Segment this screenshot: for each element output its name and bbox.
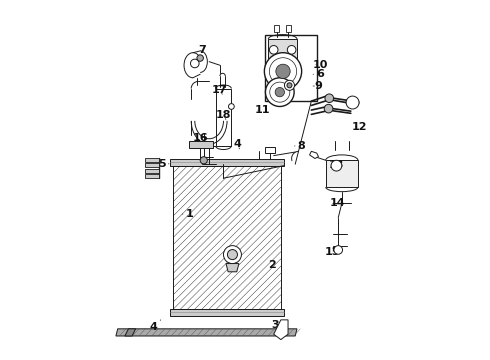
Text: 10: 10 bbox=[313, 59, 328, 69]
Bar bbox=[145, 168, 159, 173]
Circle shape bbox=[331, 160, 342, 171]
Text: 13: 13 bbox=[329, 160, 344, 170]
Circle shape bbox=[275, 87, 285, 97]
Bar bbox=[145, 163, 159, 167]
Polygon shape bbox=[310, 151, 318, 158]
Bar bbox=[171, 159, 284, 166]
Circle shape bbox=[223, 246, 242, 264]
Text: 17: 17 bbox=[212, 85, 228, 95]
Circle shape bbox=[334, 246, 343, 254]
Text: 6: 6 bbox=[313, 69, 324, 79]
Text: 15: 15 bbox=[325, 247, 341, 257]
Text: 2: 2 bbox=[268, 260, 276, 270]
Text: 14: 14 bbox=[329, 198, 345, 208]
Circle shape bbox=[227, 249, 238, 260]
Text: 12: 12 bbox=[352, 122, 368, 132]
Text: 4: 4 bbox=[233, 139, 241, 149]
Bar bbox=[265, 147, 275, 153]
Text: 7: 7 bbox=[198, 45, 206, 58]
Circle shape bbox=[270, 58, 296, 85]
Circle shape bbox=[346, 96, 359, 109]
Circle shape bbox=[270, 45, 278, 54]
Text: 1: 1 bbox=[182, 209, 193, 219]
Bar bbox=[286, 25, 291, 32]
Text: 3: 3 bbox=[271, 320, 279, 330]
Circle shape bbox=[287, 45, 296, 54]
Text: 9: 9 bbox=[313, 81, 322, 91]
Bar bbox=[173, 166, 281, 309]
Bar bbox=[326, 160, 358, 187]
Bar bbox=[269, 39, 297, 60]
Circle shape bbox=[265, 53, 302, 90]
Bar bbox=[274, 25, 279, 32]
Circle shape bbox=[276, 64, 290, 78]
Text: 8: 8 bbox=[294, 141, 306, 151]
Polygon shape bbox=[226, 264, 239, 272]
Bar bbox=[190, 140, 213, 148]
Text: 5: 5 bbox=[158, 159, 169, 169]
Circle shape bbox=[287, 83, 292, 88]
Polygon shape bbox=[125, 329, 136, 336]
Polygon shape bbox=[116, 329, 297, 336]
Polygon shape bbox=[274, 320, 288, 339]
Bar bbox=[216, 89, 231, 146]
Bar bbox=[265, 35, 317, 101]
Circle shape bbox=[200, 157, 207, 164]
Bar bbox=[171, 309, 284, 316]
Circle shape bbox=[266, 78, 294, 107]
Circle shape bbox=[197, 55, 203, 61]
Circle shape bbox=[191, 59, 199, 68]
Text: 4: 4 bbox=[149, 320, 161, 332]
Circle shape bbox=[324, 104, 333, 113]
Circle shape bbox=[228, 104, 234, 109]
Bar bbox=[145, 174, 159, 178]
Text: 18: 18 bbox=[216, 110, 231, 120]
Bar bbox=[145, 158, 159, 162]
Circle shape bbox=[270, 82, 290, 102]
Circle shape bbox=[285, 80, 294, 90]
Text: 16: 16 bbox=[193, 133, 208, 143]
Text: 11: 11 bbox=[254, 105, 270, 115]
Circle shape bbox=[325, 94, 334, 103]
